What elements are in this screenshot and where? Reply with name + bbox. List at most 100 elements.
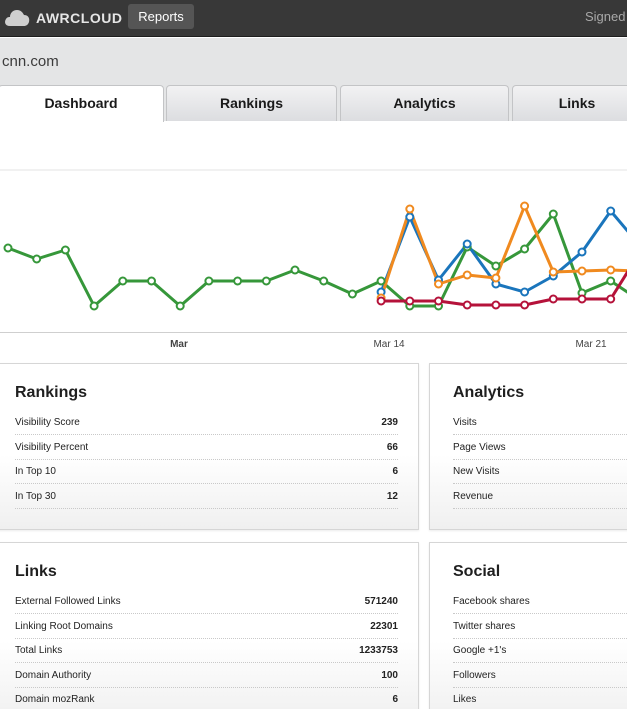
chart-data-point[interactable]	[548, 209, 558, 219]
row-label: Twitter shares	[453, 621, 516, 632]
chart-data-point[interactable]	[606, 206, 616, 216]
signed-in-status[interactable]: Signed	[585, 9, 626, 24]
chart-data-point[interactable]	[3, 243, 13, 253]
chart-data-point[interactable]	[405, 204, 415, 214]
links-row-domain-authority: Domain Authority 100	[15, 666, 398, 688]
analytics-row-page-views: Page Views	[453, 438, 627, 460]
site-header: cnn.com	[0, 38, 627, 85]
analytics-card-title: Analytics	[453, 384, 525, 401]
social-card: Social Facebook shares Twitter shares Go…	[429, 542, 627, 709]
brand-name: AWRCLOUD	[36, 10, 123, 26]
chart-data-point[interactable]	[60, 245, 70, 255]
social-row-google-plus-ones: Google +1's	[453, 641, 627, 663]
chart-data-point[interactable]	[462, 300, 472, 310]
row-value: 239	[381, 417, 398, 428]
row-label: Visibility Percent	[15, 442, 89, 453]
rankings-row-visibility-percent: Visibility Percent 66	[15, 438, 398, 460]
tab-dashboard[interactable]: Dashboard	[0, 85, 164, 122]
row-label: In Top 30	[15, 491, 56, 502]
chart-series-group	[7, 204, 627, 308]
links-row-domain-mozrank: Domain mozRank 6	[15, 690, 398, 709]
rankings-row-visibility-score: Visibility Score 239	[15, 413, 398, 435]
x-tick-label: Mar 14	[373, 339, 405, 350]
links-row-external-followed-links: External Followed Links 571240	[15, 592, 398, 614]
brand-logo[interactable]: AWRCLOUD	[4, 8, 122, 28]
row-label: Domain mozRank	[15, 694, 95, 705]
chart-data-point[interactable]	[606, 294, 616, 304]
rankings-card-title: Rankings	[15, 384, 88, 401]
chart-data-point[interactable]	[520, 201, 530, 211]
chart-data-point[interactable]	[204, 276, 214, 286]
row-value: 100	[381, 670, 398, 681]
chart-data-point[interactable]	[462, 239, 472, 249]
chart-data-point[interactable]	[577, 266, 587, 276]
row-label: In Top 10	[15, 466, 56, 477]
chart-data-point[interactable]	[405, 212, 415, 222]
chart-data-point[interactable]	[462, 270, 472, 280]
analytics-row-new-visits: New Visits	[453, 462, 627, 484]
chart-data-point[interactable]	[606, 265, 616, 275]
row-label: Facebook shares	[453, 596, 530, 607]
row-value: 12	[386, 491, 398, 502]
x-tick-label: Mar 21	[575, 339, 607, 350]
row-value: 6	[392, 694, 398, 705]
chart-data-point[interactable]	[319, 276, 329, 286]
chart-data-point[interactable]	[491, 261, 501, 271]
rankings-row-in-top-10: In Top 10 6	[15, 462, 398, 484]
chart-data-point[interactable]	[118, 276, 128, 286]
chart-data-point[interactable]	[147, 276, 156, 286]
chart-data-point[interactable]	[376, 296, 386, 306]
analytics-row-visits: Visits	[453, 413, 627, 435]
chart-data-point[interactable]	[32, 254, 42, 264]
row-value: 1233753	[359, 645, 398, 656]
chart-data-point[interactable]	[577, 294, 587, 304]
reports-button[interactable]: Reports	[128, 4, 194, 29]
dashboard-line-chart: Mar Mar 14 Mar 21	[0, 169, 627, 350]
chart-data-point[interactable]	[520, 287, 530, 297]
chart-data-point[interactable]	[347, 289, 357, 299]
chart-series-line	[379, 209, 627, 294]
social-row-likes: Likes	[453, 690, 627, 709]
chart-data-point[interactable]	[491, 273, 501, 283]
top-navigation-bar: AWRCLOUD Reports Signed	[0, 0, 627, 37]
site-domain: cnn.com	[2, 53, 59, 70]
row-label: External Followed Links	[15, 596, 121, 607]
row-label: Visits	[453, 417, 477, 428]
tab-links[interactable]: Links	[512, 85, 627, 121]
tab-analytics[interactable]: Analytics	[340, 85, 509, 121]
chart-data-point[interactable]	[376, 276, 386, 286]
row-value: 66	[386, 442, 398, 453]
social-row-twitter-shares: Twitter shares	[453, 617, 627, 639]
chart-data-point[interactable]	[520, 300, 530, 310]
chart-data-point[interactable]	[548, 267, 558, 277]
rankings-card: Rankings Visibility Score 239 Visibility…	[0, 363, 419, 530]
chart-data-point[interactable]	[577, 247, 587, 257]
cloud-icon	[5, 10, 30, 26]
x-tick-label: Mar	[170, 339, 188, 350]
chart-data-point[interactable]	[175, 301, 185, 311]
chart-data-point[interactable]	[405, 296, 415, 306]
row-value: 6	[392, 466, 398, 477]
chart-data-point[interactable]	[233, 276, 243, 286]
tab-rankings[interactable]: Rankings	[166, 85, 337, 121]
row-label: Revenue	[453, 491, 494, 502]
chart-data-point[interactable]	[434, 296, 443, 306]
links-card: Links External Followed Links 571240 Lin…	[0, 542, 419, 709]
chart-data-point[interactable]	[290, 265, 300, 275]
analytics-row-revenue: Revenue	[453, 487, 627, 509]
chart-data-point[interactable]	[520, 244, 530, 254]
chart-data-point[interactable]	[606, 276, 616, 286]
chart-data-point[interactable]	[89, 301, 99, 311]
row-label: Domain Authority	[15, 670, 92, 681]
social-row-facebook-shares: Facebook shares	[453, 592, 627, 614]
row-value: 22301	[370, 621, 398, 632]
chart-series-line	[379, 204, 627, 299]
links-card-title: Links	[15, 563, 57, 580]
chart-data-point[interactable]	[491, 300, 501, 310]
row-label: Google +1's	[453, 645, 507, 656]
chart-points-group	[3, 201, 616, 311]
social-row-followers: Followers	[453, 666, 627, 688]
chart-data-point[interactable]	[261, 276, 271, 286]
chart-data-point[interactable]	[548, 294, 558, 304]
chart-data-point[interactable]	[434, 279, 443, 289]
